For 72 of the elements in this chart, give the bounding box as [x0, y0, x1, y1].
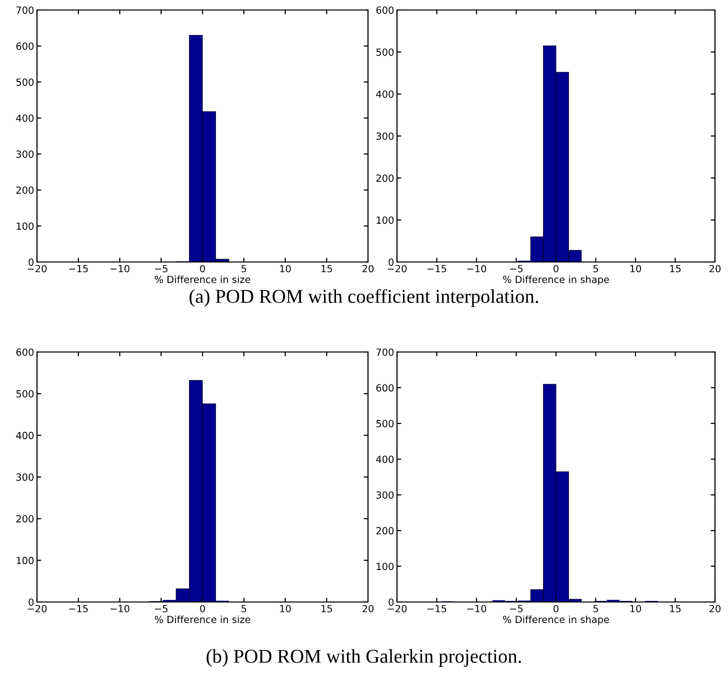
x-tick-label: 15	[670, 265, 681, 272]
y-tick-label: 500	[376, 48, 394, 56]
x-tick-label: −15	[69, 605, 88, 612]
text: (a) POD ROM with coefficient interpolation.	[190, 289, 538, 307]
x-tick-label: 0	[554, 264, 558, 272]
y-tick-label: 100	[376, 562, 394, 570]
x-tick-label: −10	[467, 604, 486, 612]
x-tick-label: −5	[154, 265, 168, 272]
x-tick-label: −20	[388, 264, 407, 272]
text: (b) POD ROM with Galerkin projection.	[206, 649, 521, 667]
y-tick-label: 600	[376, 6, 394, 14]
x-axis-title: % Difference in shape	[503, 276, 609, 285]
x-tick-label: 5	[593, 605, 598, 612]
y-tick-label: 0	[28, 598, 34, 606]
y-tick-label: 700	[376, 348, 394, 356]
x-tick-label: 15	[322, 265, 332, 272]
x-tick-label: −15	[428, 605, 446, 612]
y-tick-label: 100	[16, 556, 34, 564]
x-tick-label: 20	[362, 264, 374, 272]
x-tick-label: 5	[593, 265, 598, 272]
y-tick-label: 300	[376, 491, 394, 499]
y-tick-label: 600	[16, 348, 34, 356]
y-tick-label: 500	[16, 390, 34, 398]
y-tick-label: 0	[388, 598, 394, 606]
y-tick-label: 600	[16, 42, 34, 50]
x-tick-label: −20	[388, 604, 407, 612]
y-tick-label: 700	[16, 6, 34, 14]
y-tick-label: 500	[376, 420, 394, 428]
x-axis-title: % Difference in size	[154, 616, 250, 624]
y-tick-label: 100	[376, 216, 394, 224]
y-tick-label: 300	[16, 150, 34, 158]
x-tick-label: 0	[200, 264, 205, 272]
y-tick-label: 300	[16, 473, 34, 481]
x-tick-label: 10	[280, 604, 291, 612]
y-tick-label: 200	[376, 174, 394, 182]
y-tick-label: 600	[376, 384, 394, 392]
x-tick-label: −5	[510, 265, 523, 272]
y-tick-label: 400	[376, 456, 394, 463]
x-tick-label: 20	[362, 604, 374, 612]
y-tick-label: 0	[28, 258, 34, 266]
y-tick-label: 0	[388, 258, 394, 266]
y-tick-label: 400	[16, 114, 34, 122]
y-tick-label: 200	[376, 527, 394, 534]
x-tick-label: 15	[322, 605, 332, 612]
x-tick-label: −5	[510, 605, 523, 612]
x-tick-label: 10	[630, 264, 642, 272]
x-tick-label: 20	[710, 604, 721, 612]
x-tick-label: −10	[110, 604, 130, 612]
x-tick-label: 0	[554, 604, 558, 612]
y-tick-label: 200	[16, 186, 34, 194]
x-tick-label: 20	[710, 264, 721, 272]
y-tick-label: 100	[16, 222, 34, 230]
x-tick-label: −20	[28, 604, 47, 612]
x-tick-label: −15	[428, 265, 446, 272]
x-tick-label: 5	[242, 605, 246, 612]
x-tick-label: −10	[110, 264, 130, 272]
y-tick-label: 200	[16, 515, 34, 522]
y-tick-label: 400	[376, 90, 394, 98]
x-tick-label: 10	[280, 264, 291, 272]
x-tick-label: 15	[670, 605, 681, 612]
x-tick-label: 0	[200, 604, 205, 612]
x-tick-label: 10	[630, 604, 642, 612]
x-tick-label: 5	[242, 265, 246, 272]
x-axis-title: % Difference in shape	[503, 616, 609, 625]
x-axis-title: % Difference in size	[154, 276, 250, 284]
x-tick-label: −20	[28, 264, 47, 272]
y-tick-label: 400	[16, 432, 34, 440]
x-tick-label: −10	[467, 264, 486, 272]
y-tick-label: 300	[376, 132, 394, 140]
y-tick-label: 500	[16, 78, 34, 86]
x-tick-label: −15	[69, 265, 88, 272]
x-tick-label: −5	[154, 605, 168, 612]
